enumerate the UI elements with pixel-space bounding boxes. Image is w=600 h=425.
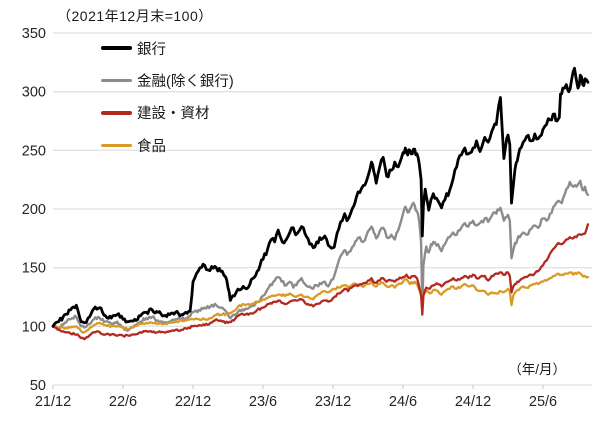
- x-tick-label: 23/6: [249, 394, 277, 410]
- series-line-1: [51, 179, 590, 332]
- series-line-0: [51, 66, 590, 328]
- legend-label: 食品: [137, 138, 166, 155]
- legend-item: 建設・資材: [101, 97, 234, 129]
- legend-item: 銀行: [101, 32, 234, 64]
- x-tick-label: 21/12: [35, 394, 71, 410]
- x-tick-label: 22/12: [175, 394, 211, 410]
- y-tick-label: 250: [22, 143, 46, 159]
- legend-item: 食品: [101, 129, 234, 161]
- legend-swatch-line: [101, 111, 132, 115]
- legend-swatch-line: [101, 46, 132, 50]
- x-tick-label: 25/6: [529, 394, 557, 410]
- legend-label: 銀行: [137, 41, 166, 58]
- legend-item: 金融(除く銀行): [101, 64, 234, 96]
- y-tick-label: 150: [22, 261, 46, 277]
- x-tick-label: 24/6: [389, 394, 417, 410]
- y-tick-label: 300: [22, 85, 46, 101]
- legend-label: 金融(除く銀行): [137, 74, 234, 91]
- x-tick-label: 24/12: [455, 394, 491, 410]
- chart-title: （2021年12月末=100）: [57, 8, 213, 24]
- y-tick-label: 350: [22, 26, 46, 42]
- x-tick-label: 23/12: [315, 394, 351, 410]
- y-tick-label: 200: [22, 202, 46, 218]
- legend: 銀行金融(除く銀行) 建設・資材食品: [101, 32, 234, 162]
- x-tick-label: 22/6: [109, 394, 137, 410]
- gridlines: 50 100 150 200 250 300 350: [22, 26, 592, 394]
- legend-swatch-line: [101, 143, 132, 148]
- y-tick-label: 50: [30, 378, 46, 394]
- x-axis-unit-label: （年/月）: [508, 362, 566, 377]
- x-axis: 21/12 22/6 22/12 23/6 23/12 24/6 24/12 25/6: [35, 385, 557, 410]
- series-line-3: [51, 271, 590, 334]
- legend-swatch-line: [101, 78, 132, 83]
- series-line-2: [51, 223, 590, 341]
- y-tick-label: 100: [22, 319, 46, 335]
- legend-label: 建設・資材: [137, 106, 210, 123]
